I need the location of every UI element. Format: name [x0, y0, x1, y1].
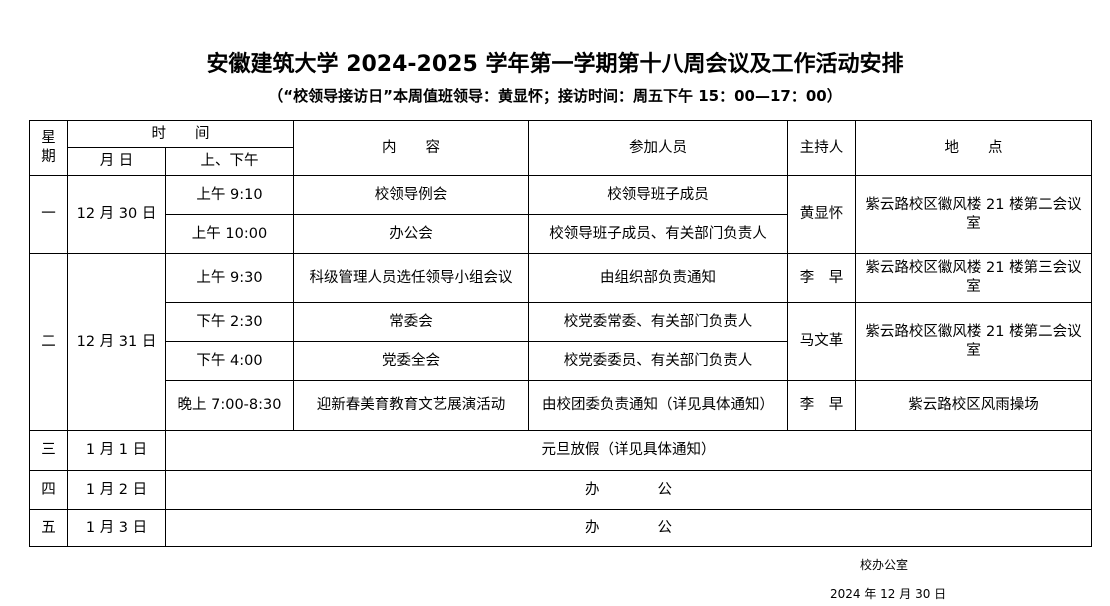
attendees-cell: 校党委常委、有关部门负责人: [528, 302, 788, 342]
weekday-cell: 一: [29, 175, 68, 254]
date-cell: 12 月 30 日: [67, 175, 166, 254]
host-cell: 李 早: [787, 380, 856, 431]
note-cell: 办 公: [165, 509, 1092, 547]
content-cell: 迎新春美育教育文艺展演活动: [293, 380, 529, 431]
weekday-cell: 五: [29, 509, 68, 547]
location-cell: 紫云路校区徽风楼 21 楼第二会议室: [855, 302, 1092, 381]
header-cell: 月 日: [67, 147, 166, 176]
attendees-cell: 由校团委负责通知（详见具体通知）: [528, 380, 788, 431]
footer-date: 2024 年 12 月 30 日: [830, 587, 947, 601]
note-cell: 元旦放假（详见具体通知）: [165, 430, 1092, 471]
location-cell: 紫云路校区风雨操场: [855, 380, 1092, 431]
subtitle: （“校领导接访日”本周值班领导：黄显怀；接访时间：周五下午 15：00—17：0…: [268, 87, 842, 105]
date-cell: 12 月 31 日: [67, 253, 166, 431]
header-cell: 参加人员: [528, 120, 788, 176]
attendees-cell: 校党委委员、有关部门负责人: [528, 341, 788, 381]
note-cell: 办 公: [165, 470, 1092, 510]
content-cell: 办公会: [293, 214, 529, 254]
host-cell: 黄显怀: [787, 175, 856, 254]
time-cell: 上午 9:10: [165, 175, 294, 215]
weekday-cell: 二: [29, 253, 68, 431]
location-cell: 紫云路校区徽风楼 21 楼第三会议室: [855, 253, 1092, 303]
host-cell: 李 早: [787, 253, 856, 303]
time-cell: 下午 4:00: [165, 341, 294, 381]
header-cell: 内 容: [293, 120, 529, 176]
content-cell: 科级管理人员选任领导小组会议: [293, 253, 529, 303]
attendees-cell: 校领导班子成员、有关部门负责人: [528, 214, 788, 254]
host-cell: 马文革: [787, 302, 856, 381]
header-cell: 主持人: [787, 120, 856, 176]
title: 安徽建筑大学 2024-2025 学年第一学期第十八周会议及工作活动安排: [206, 52, 904, 77]
header-cell: 星期: [29, 120, 68, 176]
date-cell: 1 月 1 日: [67, 430, 166, 471]
weekday-cell: 四: [29, 470, 68, 510]
header-cell: 时 间: [67, 120, 294, 148]
header-cell: 地 点: [855, 120, 1092, 176]
time-cell: 晚上 7:00-8:30: [165, 380, 294, 431]
time-cell: 上午 9:30: [165, 253, 294, 303]
attendees-cell: 由组织部负责通知: [528, 253, 788, 303]
time-cell: 上午 10:00: [165, 214, 294, 254]
content-cell: 党委全会: [293, 341, 529, 381]
content-cell: 常委会: [293, 302, 529, 342]
attendees-cell: 校领导班子成员: [528, 175, 788, 215]
time-cell: 下午 2:30: [165, 302, 294, 342]
date-cell: 1 月 3 日: [67, 509, 166, 547]
header-cell: 上、下午: [165, 147, 294, 176]
date-cell: 1 月 2 日: [67, 470, 166, 510]
footer-office: 校办公室: [860, 558, 909, 572]
location-cell: 紫云路校区徽风楼 21 楼第二会议室: [855, 175, 1092, 254]
content-cell: 校领导例会: [293, 175, 529, 215]
weekday-cell: 三: [29, 430, 68, 471]
schedule-table: 星期 时 间 内 容 参加人员 主持人 地 点 月 日 上、下午 一 12 月 3…: [29, 120, 1092, 547]
